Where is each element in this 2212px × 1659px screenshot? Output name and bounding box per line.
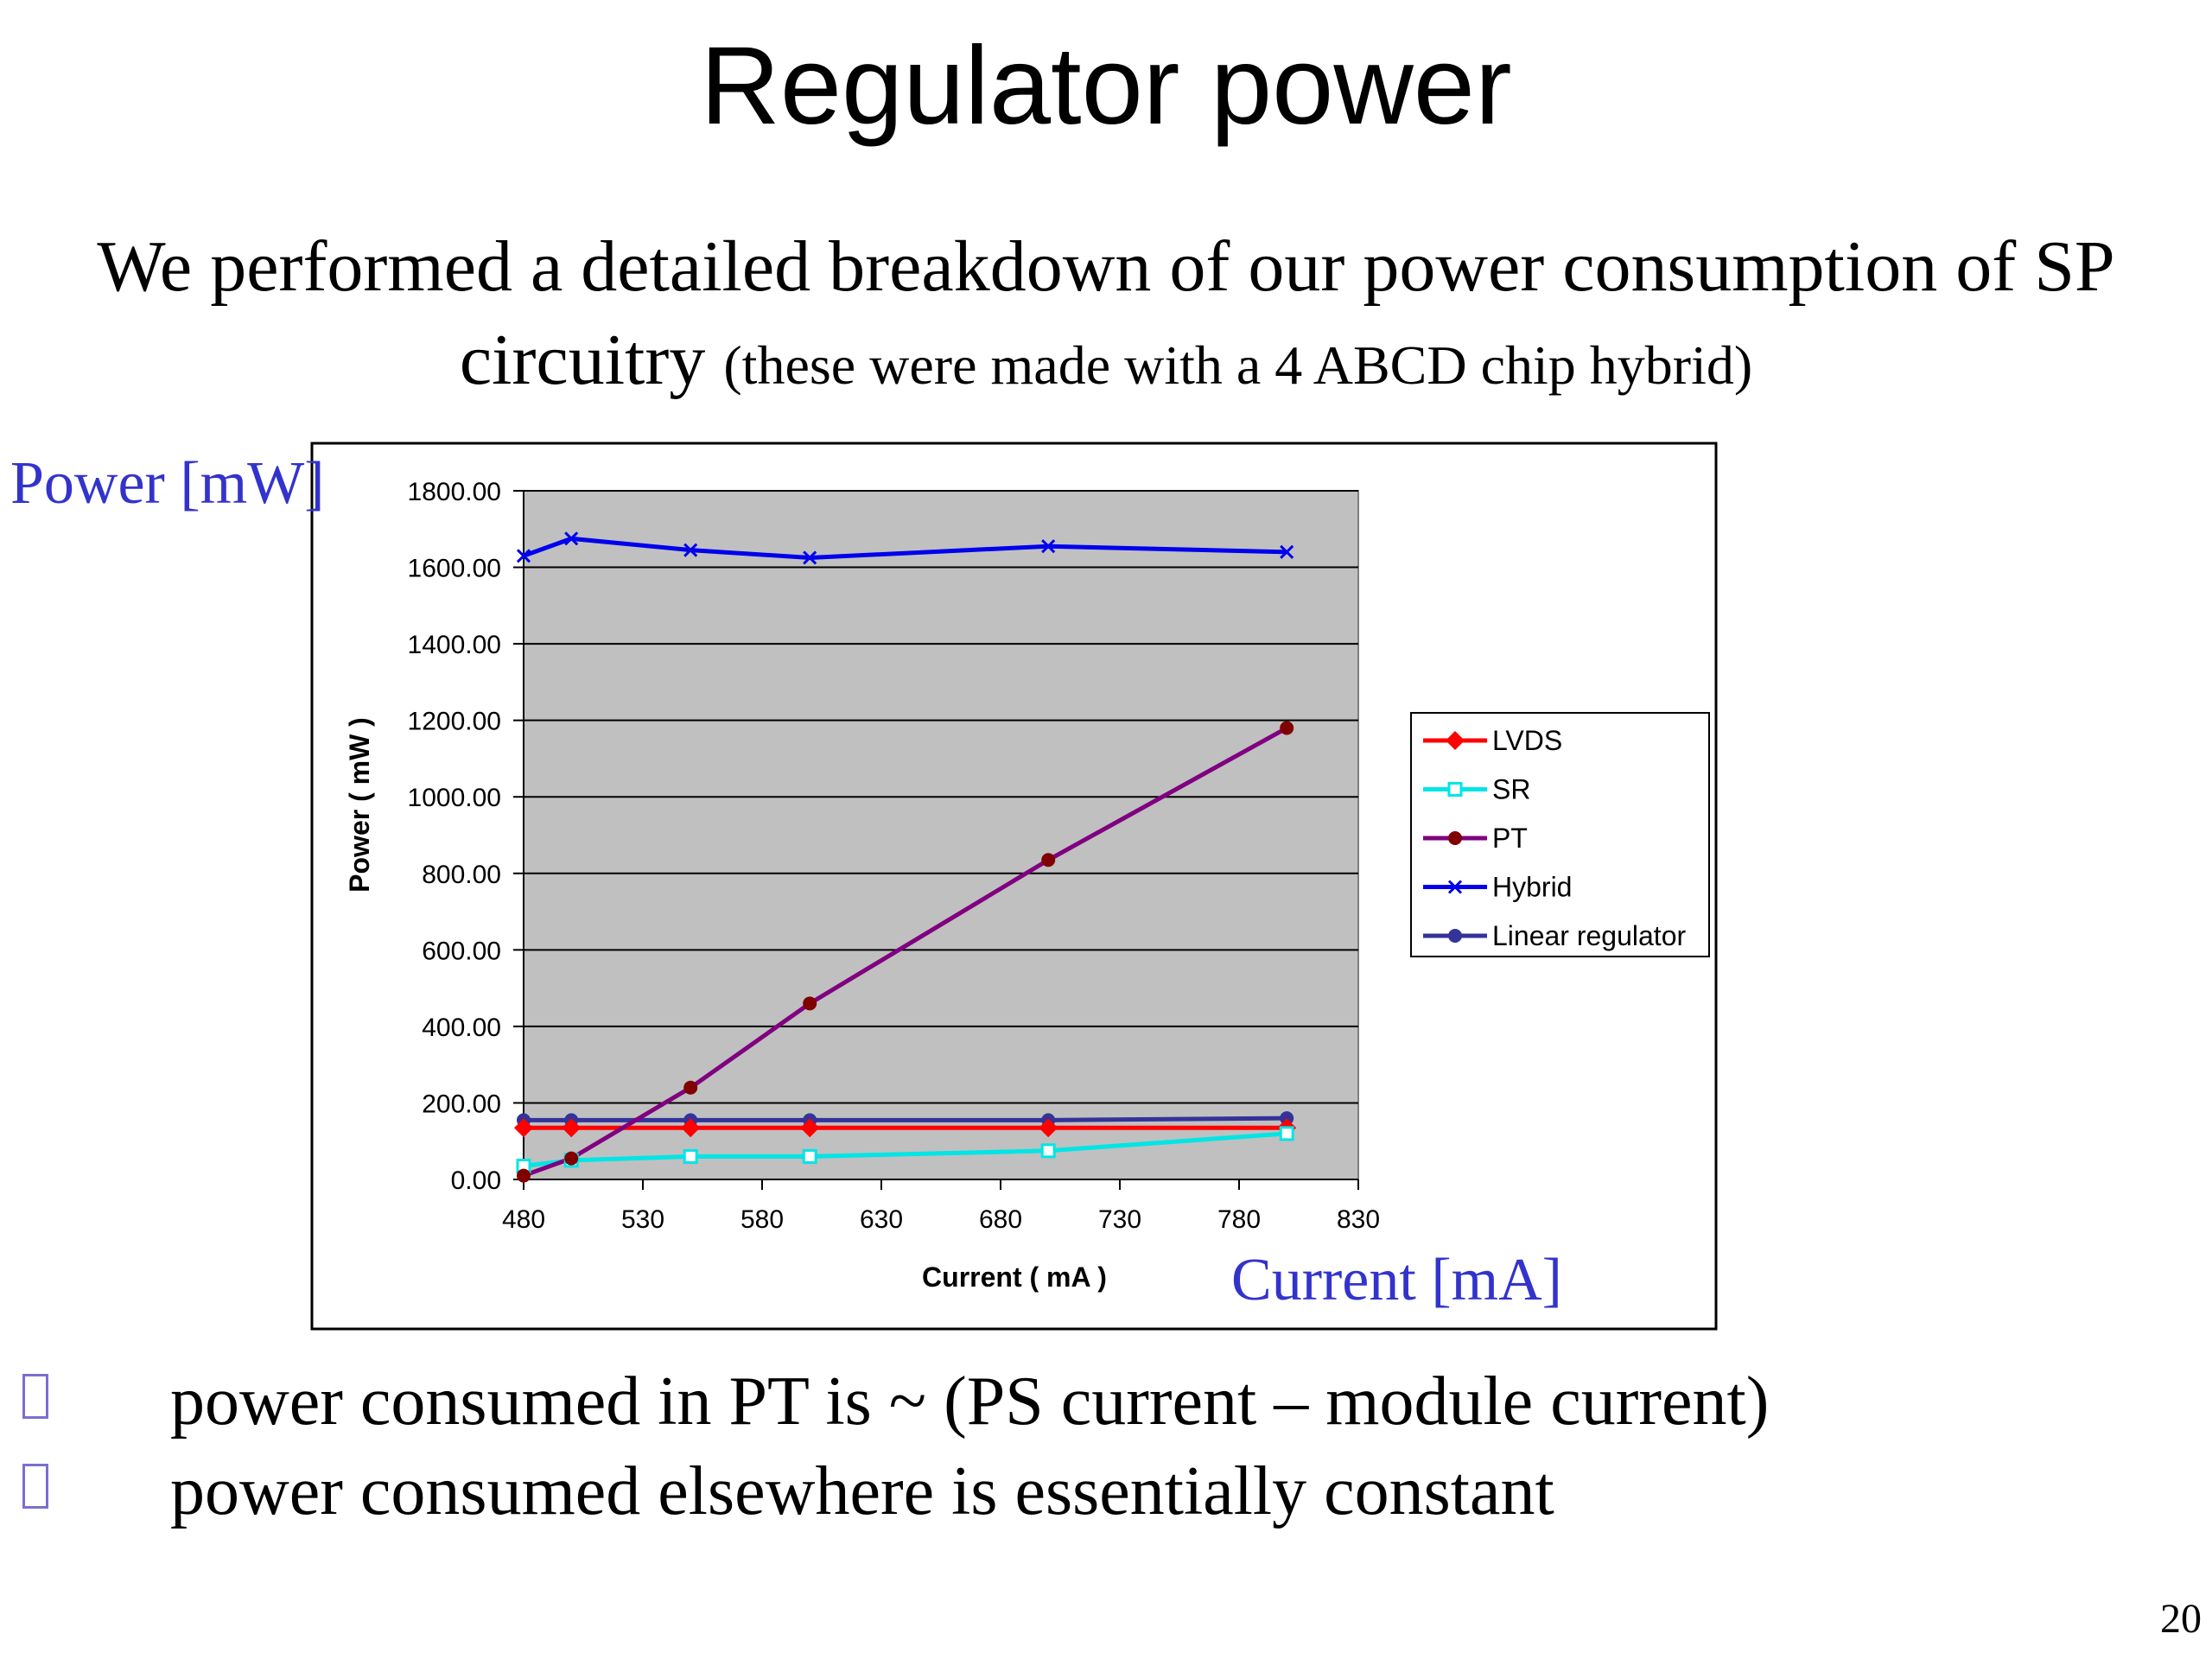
data-point-lvds xyxy=(800,1118,820,1138)
data-point-lvds xyxy=(681,1118,701,1138)
marker-stroke xyxy=(1280,544,1294,559)
y-tick-labels: 0.00 200.00 400.00 600.00 800.00 1000.00 1200.… xyxy=(408,478,501,1195)
series-markers xyxy=(514,531,1297,1183)
data-point-hybrid xyxy=(683,543,698,557)
subtitle-line-2-main: circuitry xyxy=(459,320,706,400)
data-point-hybrid xyxy=(803,550,817,565)
x-tick-label: 580 xyxy=(741,1205,784,1234)
data-point-pt xyxy=(803,996,817,1011)
y-tick-label: 1600.00 xyxy=(408,555,501,583)
y-tick-label: 600.00 xyxy=(422,937,501,965)
series-line-hybrid xyxy=(523,536,1287,560)
x-axis-label: Current ( mA ) xyxy=(922,1262,1107,1293)
data-point-pt xyxy=(1041,853,1056,868)
data-point-sr xyxy=(802,1148,817,1164)
legend-label-hybrid: Hybrid xyxy=(1492,872,1572,903)
legend-marker-sr xyxy=(1447,782,1463,797)
data-point-sr xyxy=(1040,1143,1056,1159)
data-point-pt xyxy=(1280,721,1294,735)
slide-title: Regulator power xyxy=(700,24,1512,148)
data-point-lvds xyxy=(1039,1118,1058,1138)
subtitle-line-2: circuitry (these were made with a 4 ABCD… xyxy=(52,314,2160,412)
data-point-sr xyxy=(1279,1126,1294,1141)
marker-stroke xyxy=(803,550,817,565)
legend-marker-linear-regulator xyxy=(1448,929,1462,943)
y-tick-label: 1000.00 xyxy=(408,784,501,812)
x-tick-labels: 480 530 580 630 680 730 780 830 xyxy=(502,1205,1380,1234)
x-tick-label: 630 xyxy=(860,1205,903,1234)
y-tick-label: 800.00 xyxy=(422,861,501,889)
marker-stroke xyxy=(1041,539,1056,554)
legend-marker-pt xyxy=(1448,831,1462,845)
data-point-lvds xyxy=(514,1118,533,1138)
axes xyxy=(513,490,1359,1190)
legend-marker-lvds xyxy=(1446,731,1465,750)
y-tick-label: 1800.00 xyxy=(408,478,501,506)
page-number: 20 xyxy=(2160,1596,2202,1642)
data-point-hybrid xyxy=(1280,544,1294,559)
bullet-item: power consumed in PT is ~ (PS current – … xyxy=(17,1357,2177,1446)
legend-label-sr: SR xyxy=(1492,774,1530,805)
legend-marker-hybrid xyxy=(1447,880,1463,894)
current-annotation: Current [mA] xyxy=(1231,1247,1562,1313)
y-tick-label: 0.00 xyxy=(451,1166,501,1195)
y-tick-label: 400.00 xyxy=(422,1014,501,1042)
legend-label-linear-regulator: Linear regulator xyxy=(1492,920,1686,951)
data-point-hybrid xyxy=(564,531,579,546)
bullet-list: power consumed in PT is ~ (PS current – … xyxy=(17,1357,2177,1536)
y-axis-label: Power ( mW ) xyxy=(344,717,375,893)
bullet-text: power consumed elsewhere is essentially … xyxy=(170,1453,1554,1529)
subtitle-parenthetical: (these were made with a 4 ABCD chip hybr… xyxy=(723,334,1753,396)
data-point-lvds xyxy=(562,1118,582,1138)
marker-stroke xyxy=(516,549,531,563)
x-tick-label: 480 xyxy=(502,1205,545,1234)
power-annotation: Power [mW] xyxy=(10,450,325,517)
legend-label-lvds: LVDS xyxy=(1492,725,1562,756)
bullet-text: power consumed in PT is ~ (PS current – … xyxy=(170,1363,1770,1440)
chart-legend: LVDS SR PT Hybrid Linear regulator xyxy=(1410,712,1710,957)
marker-stroke xyxy=(564,531,579,546)
data-point-hybrid xyxy=(1041,539,1056,554)
marker-stroke xyxy=(683,543,698,557)
data-point-linear-regulator xyxy=(1280,1111,1294,1126)
series-line-linear-regulator xyxy=(524,1116,1287,1122)
x-tick-label: 680 xyxy=(979,1205,1022,1234)
x-tick-label: 730 xyxy=(1098,1205,1141,1234)
bullet-box-icon xyxy=(22,1464,48,1509)
x-tick-label: 830 xyxy=(1337,1205,1380,1234)
bullet-item: power consumed elsewhere is essentially … xyxy=(17,1446,2177,1536)
subtitle-line-1: We performed a detailed breakdown of our… xyxy=(97,226,2115,307)
slide-subtitle: We performed a detailed breakdown of our… xyxy=(52,220,2160,412)
plot-area xyxy=(523,490,1359,1180)
data-point-hybrid xyxy=(516,549,531,563)
data-point-pt xyxy=(517,1168,531,1183)
y-tick-label: 1400.00 xyxy=(408,631,501,659)
x-tick-label: 780 xyxy=(1217,1205,1261,1234)
data-point-pt xyxy=(683,1080,698,1095)
data-point-pt xyxy=(564,1151,579,1166)
y-tick-label: 200.00 xyxy=(422,1090,501,1118)
y-tick-label: 1200.00 xyxy=(408,708,501,736)
data-point-sr xyxy=(683,1148,698,1164)
legend-label-pt: PT xyxy=(1492,823,1528,854)
bullet-box-icon xyxy=(22,1374,48,1419)
x-tick-label: 530 xyxy=(621,1205,664,1234)
marker-stroke xyxy=(1447,880,1463,894)
series-line-pt xyxy=(523,726,1288,1178)
